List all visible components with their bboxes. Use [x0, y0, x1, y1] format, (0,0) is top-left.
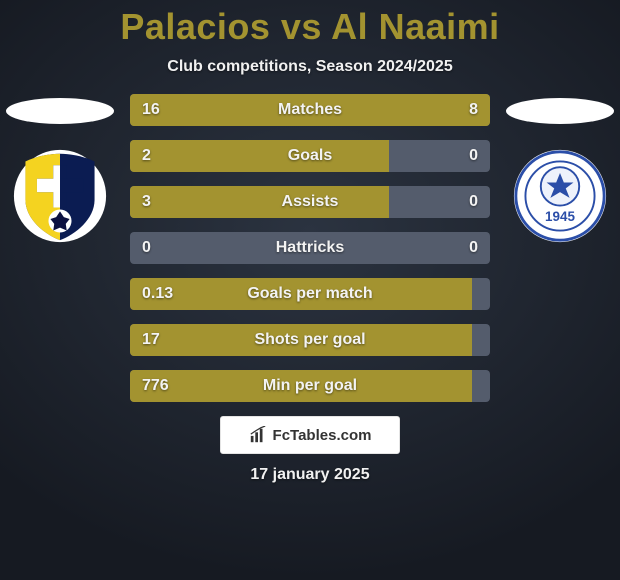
- chart-icon: [249, 426, 267, 444]
- footer-date: 17 january 2025: [250, 466, 369, 484]
- stat-row: Goals per match0.13: [130, 278, 490, 310]
- stat-row-right-value: 8: [469, 94, 478, 126]
- stat-row-label: Min per goal: [130, 370, 490, 402]
- stat-row-label: Hattricks: [130, 232, 490, 264]
- right-badge-year: 1945: [545, 209, 575, 224]
- left-team-badge: [12, 148, 108, 244]
- page-subtitle: Club competitions, Season 2024/2025: [167, 58, 452, 76]
- stat-row-right-value: 0: [469, 140, 478, 172]
- stat-row: Shots per goal17: [130, 324, 490, 356]
- comparison-content: Matches168Goals20Assists30Hattricks00Goa…: [0, 94, 620, 402]
- stat-row: Matches16 8: [130, 94, 490, 126]
- left-player-ellipse: [6, 98, 114, 124]
- right-team-badge: 1945: [512, 148, 608, 244]
- stat-row-label: Assists: [130, 186, 490, 218]
- stat-row-label: Goals per match: [130, 278, 490, 310]
- stat-row-left-value: 776: [142, 370, 169, 402]
- stat-row-left-value: 17: [142, 324, 160, 356]
- stat-row-right-value: 0: [469, 232, 478, 264]
- stat-row: Hattricks0 0: [130, 232, 490, 264]
- stat-row-left-value: 2: [142, 140, 151, 172]
- stat-bars: Matches168Goals20Assists30Hattricks00Goa…: [130, 94, 490, 402]
- watermark-text: FcTables.com: [273, 427, 372, 444]
- stat-row-right-value: 0: [469, 186, 478, 218]
- stat-row-label: Shots per goal: [130, 324, 490, 356]
- stat-row-left-value: 16: [142, 94, 160, 126]
- stat-row: Assists3 0: [130, 186, 490, 218]
- stat-row-left-value: 0: [142, 232, 151, 264]
- right-player-ellipse: [506, 98, 614, 124]
- stat-row-label: Goals: [130, 140, 490, 172]
- right-player-column: 1945: [500, 94, 620, 244]
- stat-row: Goals2 0: [130, 140, 490, 172]
- watermark: FcTables.com: [220, 416, 400, 454]
- stat-row-label: Matches: [130, 94, 490, 126]
- left-player-column: [0, 94, 120, 244]
- stat-row: Min per goal776: [130, 370, 490, 402]
- page-title: Palacios vs Al Naaimi: [120, 6, 499, 48]
- stat-row-left-value: 3: [142, 186, 151, 218]
- stat-row-left-value: 0.13: [142, 278, 173, 310]
- root: Palacios vs Al Naaimi Club competitions,…: [0, 0, 620, 580]
